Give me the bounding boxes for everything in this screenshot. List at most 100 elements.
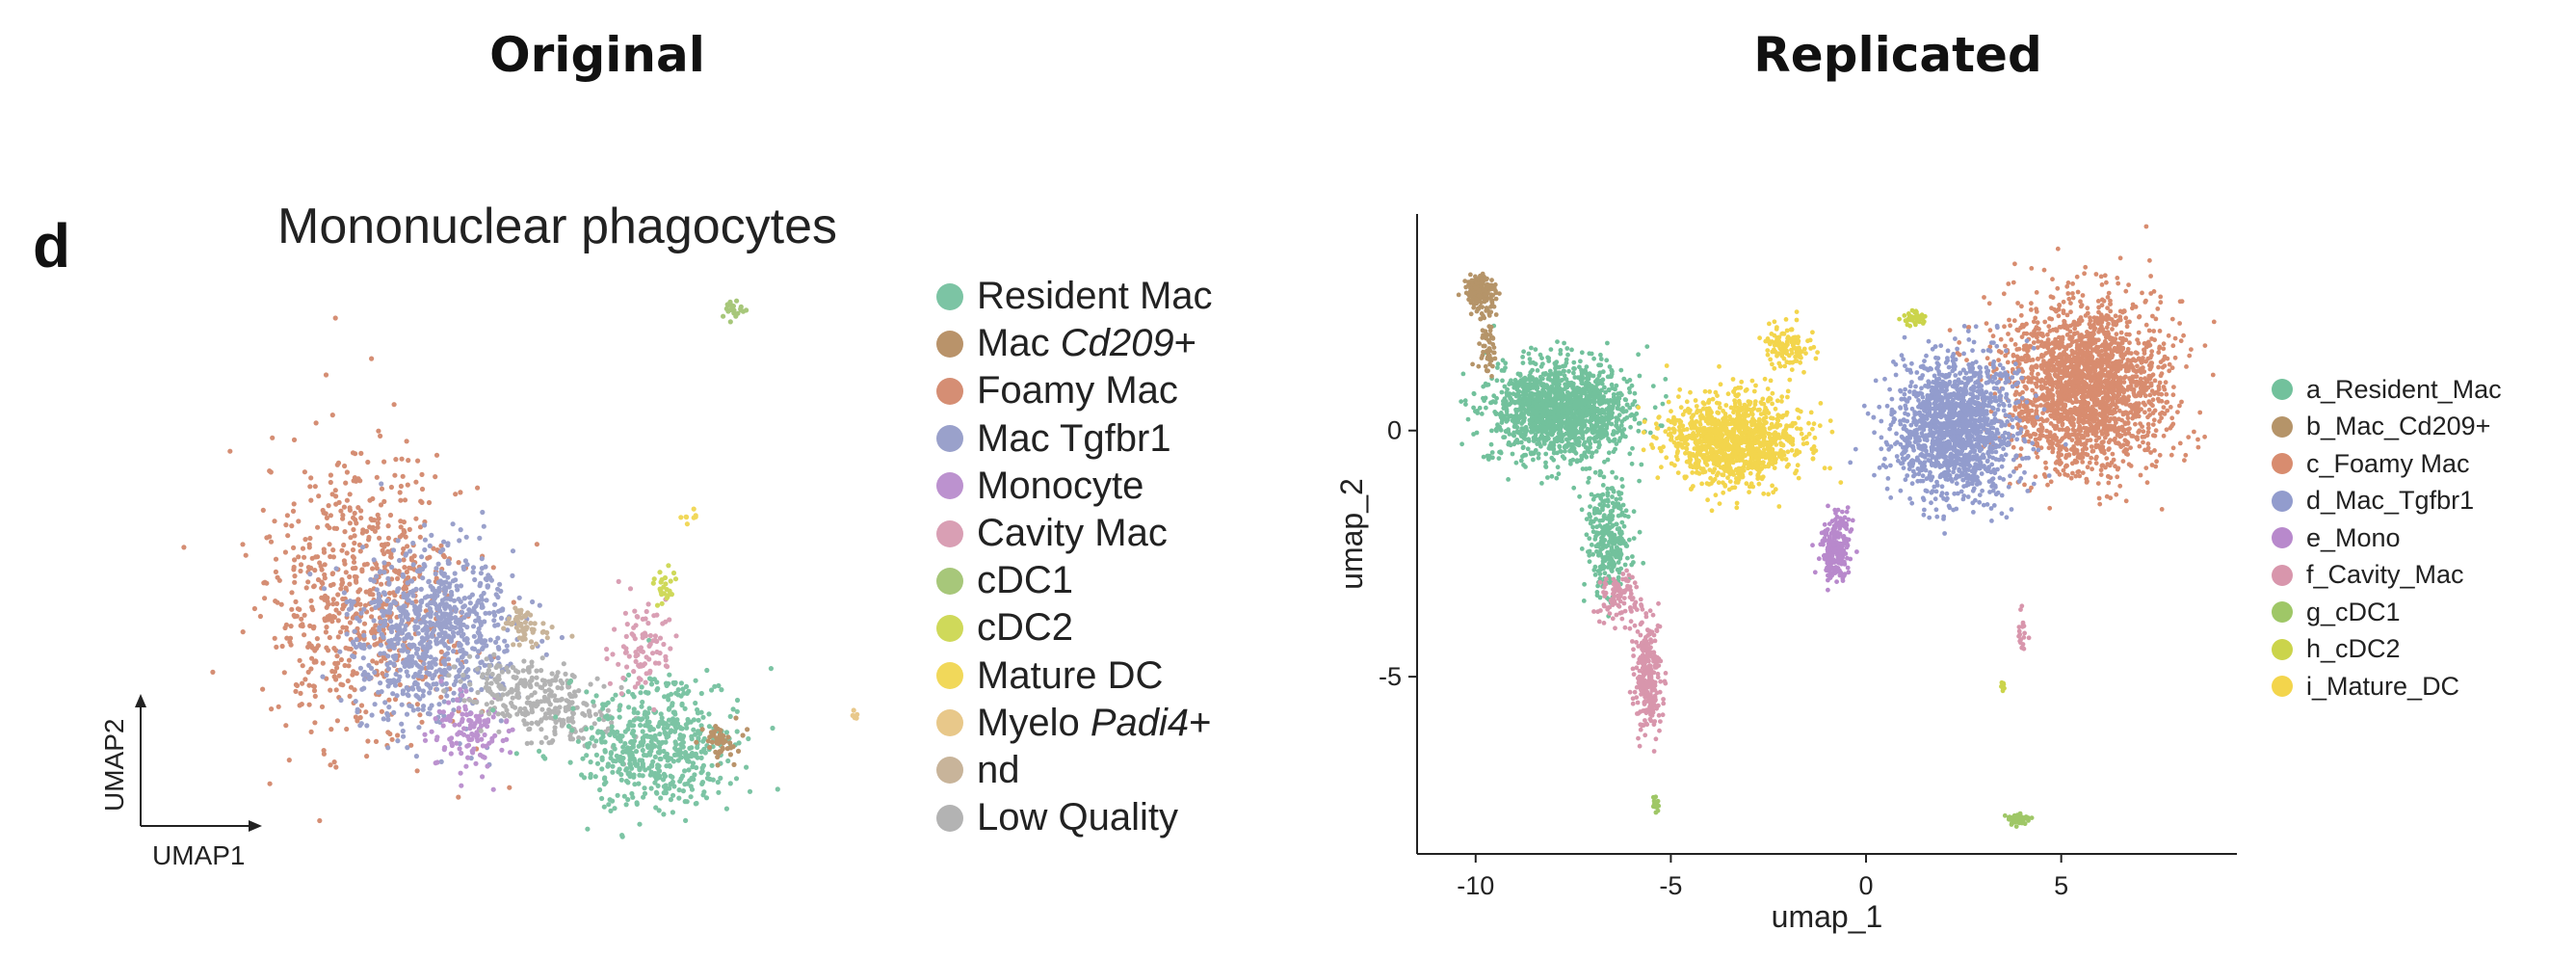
left-point [419,554,425,560]
right-point [1626,537,1632,543]
left-point [427,554,433,560]
right-point [1606,450,1612,456]
right-point [1602,422,1608,428]
left-point [478,580,484,587]
left-point [347,693,353,700]
right-point [1614,475,1618,480]
left-point [267,781,273,786]
left-point [267,468,273,474]
right-point [1521,452,1527,458]
right-point [1548,347,1554,352]
left-point [430,585,435,592]
left-point [505,627,511,633]
left-point [450,629,457,636]
right-point [1537,441,1542,446]
left-point [334,600,340,607]
right-point [1605,503,1611,509]
left-point [461,596,467,601]
left-point [495,635,501,641]
left-point [561,721,566,727]
right-point [1551,442,1557,448]
left-point [495,622,501,627]
left-point [692,772,697,778]
left-point [650,580,656,586]
right-point [1562,444,1567,450]
left-point [630,729,636,734]
right-point [1471,405,1476,411]
right-point [1595,377,1600,382]
left-point [513,751,519,757]
left-point [419,719,425,725]
left-point [502,713,508,719]
left-point [390,691,396,697]
legend-label: h_cDC2 [2306,634,2401,664]
right-point [1481,395,1485,401]
left-point [392,593,398,599]
left-point [508,750,513,756]
left-point [642,785,647,791]
left-point [434,641,439,647]
right-point [1537,379,1541,385]
right-point [1559,433,1564,439]
left-point [516,635,522,641]
left-point [740,732,746,738]
left-point [670,774,675,781]
left-point [589,735,594,741]
left-point [509,689,514,695]
right-point [1579,456,1585,462]
left-point [652,660,659,666]
right-point [1565,440,1571,446]
left-point [342,662,348,669]
left-point [521,658,527,664]
left-point [592,711,599,717]
left-point [306,542,312,547]
left-point [439,637,446,644]
left-point [273,556,279,562]
left-point [683,755,689,760]
left-point [460,692,465,699]
left-point [344,631,350,637]
left-point [366,676,372,682]
left-point [398,524,404,530]
left-point [400,532,406,538]
left-point [300,622,305,627]
right-point [1600,562,1606,568]
right-point [1579,350,1585,356]
left-point [303,585,309,591]
right-point [1639,462,1644,467]
left-point [405,673,410,679]
left-point [647,752,653,758]
left-point [511,642,516,648]
left-point [529,675,535,680]
left-point [662,773,669,780]
left-point [398,497,404,503]
left-point [408,635,414,641]
right-point [1556,410,1562,415]
left-point [455,657,460,663]
left-point [523,612,529,618]
right-point [1644,344,1650,349]
left-point [434,611,439,617]
right-legend: a_Resident_Mac b_Mac_Cd209+ c_Foamy Mac d_M… [2272,371,2502,705]
left-point [386,697,392,703]
left-point [626,672,632,679]
left-point [607,797,613,803]
left-point [549,671,555,677]
left-point [506,669,512,675]
left-point [361,669,367,676]
left-point [399,721,405,727]
left-point [507,785,513,790]
right-point [1536,455,1541,461]
left-point [369,356,375,361]
left-point [698,770,704,776]
left-point [677,732,683,738]
right-point [1597,399,1603,405]
left-point [747,788,753,794]
left-point [646,670,653,676]
right-point [1634,411,1640,416]
legend-label: Mac Cd209+ [977,322,1196,365]
right-point [1460,371,1466,377]
left-point [448,589,455,596]
left-point [442,643,448,649]
left-point [291,567,297,572]
